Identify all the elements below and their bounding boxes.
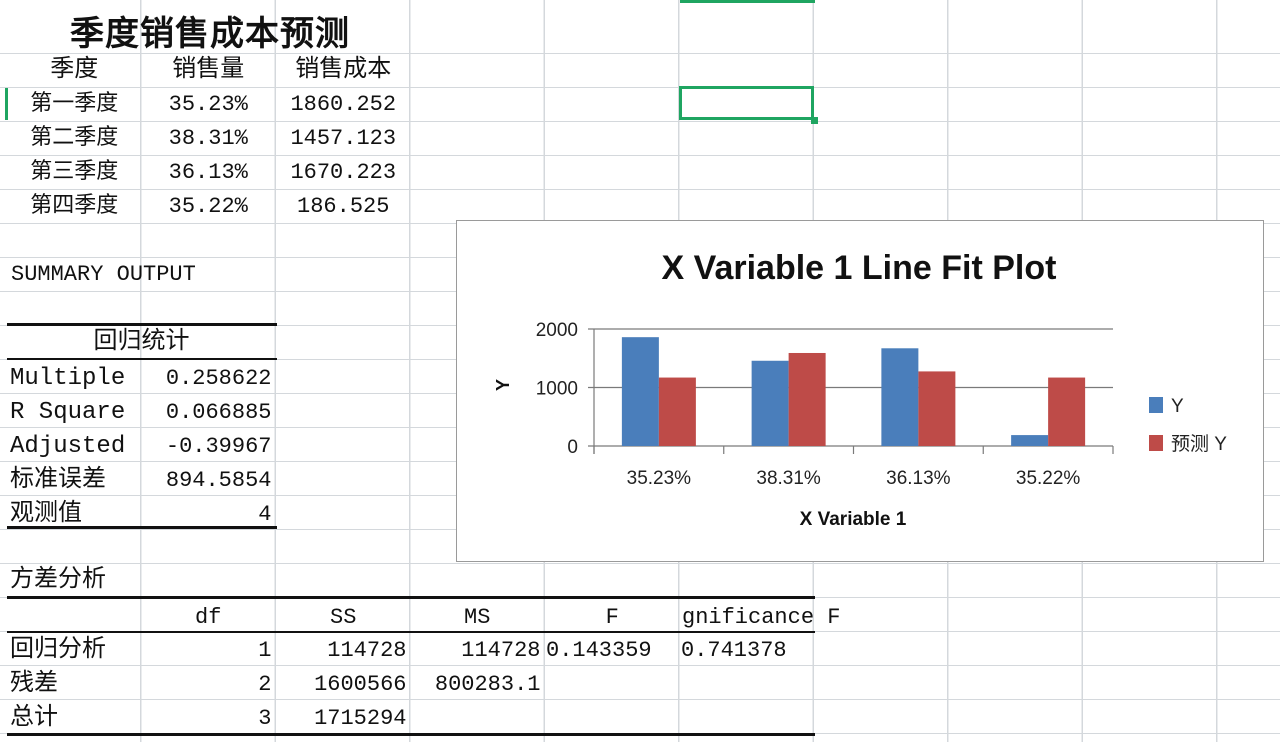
active-row-marker — [5, 88, 8, 120]
bar-y — [751, 360, 789, 446]
table-cell[interactable]: 第四季度 — [30, 194, 119, 219]
stat-label[interactable]: 观测值 — [10, 501, 82, 528]
table-cell[interactable]: 第三季度 — [30, 160, 119, 185]
x-tick-label: 36.13% — [886, 468, 951, 489]
stat-label[interactable]: Multiple — [10, 365, 126, 392]
bar-y — [881, 348, 919, 446]
table-cell[interactable]: 1457.123 — [290, 126, 397, 151]
table-cell[interactable]: 第一季度 — [30, 92, 119, 117]
legend-swatch — [1149, 397, 1163, 413]
table-border — [7, 733, 815, 736]
bar-predicted-y — [788, 352, 826, 446]
bar-predicted-y — [918, 371, 956, 446]
table-cell[interactable]: 35.23% — [168, 92, 248, 117]
legend-swatch — [1149, 435, 1163, 451]
table-cell[interactable]: 186.525 — [297, 194, 390, 219]
row-label[interactable]: 总计 — [10, 705, 58, 732]
fill-handle[interactable] — [811, 117, 818, 124]
table-border — [7, 526, 277, 529]
table-cell[interactable]: 36.13% — [168, 160, 248, 185]
table-cell[interactable]: 第二季度 — [30, 126, 119, 151]
anova-header[interactable]: MS — [464, 605, 491, 630]
y-tick-label: 1000 — [536, 379, 578, 400]
anova-cell[interactable]: 0.143359 — [546, 638, 652, 663]
line-fit-chart[interactable]: X Variable 1 Line Fit Plot X Variable 1 … — [456, 220, 1264, 562]
selected-cell[interactable] — [679, 86, 814, 120]
anova-cell[interactable]: 114728 — [327, 638, 407, 663]
stat-value[interactable]: 0.066885 — [165, 400, 272, 425]
column-header[interactable]: 销售成本 — [295, 57, 392, 84]
anova-cell[interactable]: 1715294 — [314, 706, 407, 731]
summary-title[interactable]: SUMMARY OUTPUT — [11, 262, 196, 287]
anova-header[interactable]: F — [605, 605, 619, 630]
chart-title: X Variable 1 Line Fit Plot — [662, 249, 1057, 287]
table-border — [7, 631, 815, 633]
stat-value[interactable]: 4 — [258, 502, 272, 527]
anova-title[interactable]: 方差分析 — [10, 567, 106, 594]
anova-cell[interactable]: 0.741378 — [681, 638, 787, 663]
row-label[interactable]: 残差 — [10, 671, 58, 698]
anova-cell[interactable]: 1 — [258, 638, 272, 663]
legend-entry: Y — [1171, 396, 1184, 417]
bar-predicted-y — [658, 377, 696, 446]
y-tick-label: 0 — [567, 437, 578, 458]
table-border — [7, 323, 277, 326]
stat-value[interactable]: 894.5854 — [165, 468, 272, 493]
anova-header[interactable]: gnificance F — [682, 605, 841, 630]
anova-cell[interactable]: 114728 — [461, 638, 541, 663]
bar-y — [1011, 435, 1049, 446]
y-tick-label: 2000 — [536, 320, 578, 341]
column-header[interactable]: 季度 — [50, 57, 99, 84]
table-border — [7, 596, 815, 599]
chart-svg: X Variable 1 Line Fit Plot X Variable 1 … — [493, 249, 1227, 530]
anova-header[interactable]: df — [195, 605, 222, 630]
anova-header[interactable]: SS — [330, 605, 357, 630]
stat-value[interactable]: -0.39967 — [165, 434, 272, 459]
x-tick-label: 35.23% — [627, 468, 692, 489]
anova-cell[interactable]: 2 — [258, 672, 272, 697]
anova-cell[interactable]: 1600566 — [314, 672, 407, 697]
table-cell[interactable]: 1670.223 — [290, 160, 397, 185]
anova-cell[interactable]: 800283.1 — [434, 672, 541, 697]
bar-y — [621, 337, 659, 446]
stat-label[interactable]: R Square — [10, 399, 126, 426]
stat-label[interactable]: 标准误差 — [10, 467, 106, 494]
regression-header[interactable]: 回归统计 — [93, 329, 190, 356]
x-tick-label: 35.22% — [1016, 468, 1081, 489]
anova-cell[interactable]: 3 — [258, 706, 272, 731]
table-cell[interactable]: 1860.252 — [290, 92, 397, 117]
selection-border-top — [680, 0, 815, 3]
x-axis-label: X Variable 1 — [800, 509, 907, 530]
column-header[interactable]: 销售量 — [172, 57, 245, 84]
table-cell[interactable]: 38.31% — [168, 126, 248, 151]
bar-predicted-y — [1048, 377, 1086, 446]
sheet-title: 季度销售成本预测 — [70, 14, 350, 54]
stat-label[interactable]: Adjusted — [10, 433, 126, 460]
x-tick-label: 38.31% — [756, 468, 821, 489]
table-border — [7, 358, 277, 360]
stat-value[interactable]: 0.258622 — [165, 366, 272, 391]
y-axis-label: Y — [493, 379, 513, 391]
table-cell[interactable]: 35.22% — [168, 194, 248, 219]
row-label[interactable]: 回归分析 — [10, 637, 106, 664]
legend-entry: 预测 Y — [1171, 433, 1227, 455]
